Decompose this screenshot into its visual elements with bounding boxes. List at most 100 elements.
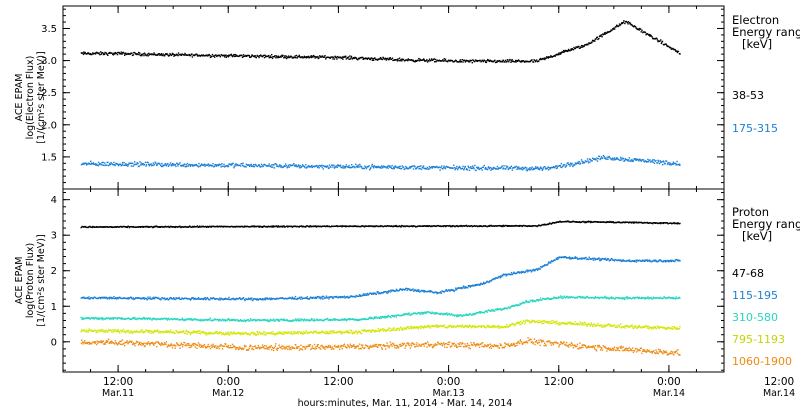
data-point xyxy=(257,299,260,301)
data-point xyxy=(604,257,607,260)
data-point xyxy=(219,297,221,299)
data-point xyxy=(340,225,342,227)
data-point xyxy=(127,317,130,319)
data-point xyxy=(416,166,418,169)
data-point xyxy=(659,222,661,224)
data-point xyxy=(591,41,593,44)
data-point xyxy=(418,57,420,60)
data-point xyxy=(446,290,449,292)
data-point xyxy=(377,59,379,61)
data-point xyxy=(112,164,115,166)
data-point xyxy=(565,165,567,168)
data-point xyxy=(307,56,309,58)
data-point xyxy=(298,296,301,299)
data-point xyxy=(141,53,144,56)
data-point xyxy=(97,318,99,320)
data-point xyxy=(106,318,108,320)
data-point xyxy=(614,28,616,30)
data-point xyxy=(218,319,220,321)
data-point xyxy=(392,59,395,61)
data-point xyxy=(204,319,206,321)
data-point xyxy=(609,258,611,261)
data-point xyxy=(587,44,589,46)
data-point xyxy=(178,296,180,299)
data-point xyxy=(100,51,102,53)
data-point xyxy=(580,44,583,47)
data-point xyxy=(372,318,374,320)
data-point xyxy=(288,297,290,300)
data-point xyxy=(594,40,596,42)
data-point xyxy=(190,333,192,336)
data-point xyxy=(352,165,354,168)
data-point xyxy=(381,315,384,318)
data-point xyxy=(432,312,434,314)
data-point xyxy=(324,55,326,57)
series-310-580 xyxy=(80,295,681,323)
data-point xyxy=(192,165,194,167)
data-point xyxy=(452,289,455,292)
data-point xyxy=(639,28,642,30)
data-point xyxy=(395,224,397,227)
data-point xyxy=(482,59,484,62)
data-point xyxy=(131,332,134,334)
data-point xyxy=(471,167,474,169)
data-point xyxy=(147,161,149,164)
data-point xyxy=(452,225,454,227)
data-point xyxy=(233,165,235,167)
data-point xyxy=(275,163,277,165)
data-point xyxy=(440,292,443,294)
data-point xyxy=(133,226,135,228)
data-point xyxy=(85,226,87,228)
data-point xyxy=(589,297,591,299)
data-point xyxy=(111,317,113,319)
data-point xyxy=(480,282,482,284)
data-point xyxy=(525,299,527,302)
data-point xyxy=(336,295,338,298)
data-point xyxy=(630,24,632,26)
data-point xyxy=(244,225,246,228)
data-point xyxy=(468,169,471,171)
data-point xyxy=(216,331,218,333)
data-point xyxy=(455,314,458,316)
data-point xyxy=(129,162,131,164)
data-point xyxy=(198,162,200,165)
data-point xyxy=(245,319,247,322)
data-point xyxy=(344,318,346,320)
data-point xyxy=(215,298,217,300)
data-point xyxy=(495,277,498,279)
data-point xyxy=(370,317,373,319)
data-point xyxy=(145,298,148,300)
data-point xyxy=(404,60,406,62)
data-point xyxy=(460,287,463,289)
data-point xyxy=(604,295,606,298)
data-point xyxy=(475,169,477,172)
data-point xyxy=(485,168,487,170)
data-point xyxy=(438,292,440,294)
data-point xyxy=(663,295,665,298)
data-point xyxy=(251,299,254,302)
data-point xyxy=(108,329,110,332)
data-point xyxy=(211,297,214,300)
data-point xyxy=(155,54,158,56)
data-point xyxy=(413,60,415,63)
data-point xyxy=(121,331,123,333)
data-point xyxy=(397,290,399,292)
data-point xyxy=(547,166,549,168)
data-point xyxy=(347,297,349,299)
data-point xyxy=(377,316,379,319)
data-point xyxy=(465,168,468,171)
data-point xyxy=(546,56,549,58)
data-point xyxy=(428,58,431,60)
data-point xyxy=(311,56,313,59)
data-point xyxy=(450,59,452,61)
data-point xyxy=(583,296,585,298)
data-point xyxy=(265,226,267,228)
data-point xyxy=(169,52,171,55)
data-point xyxy=(469,61,471,63)
data-point xyxy=(82,318,85,320)
data-point xyxy=(112,329,114,331)
data-point xyxy=(101,161,103,164)
data-point xyxy=(627,23,629,25)
data-point xyxy=(461,167,464,170)
data-point xyxy=(232,162,234,164)
